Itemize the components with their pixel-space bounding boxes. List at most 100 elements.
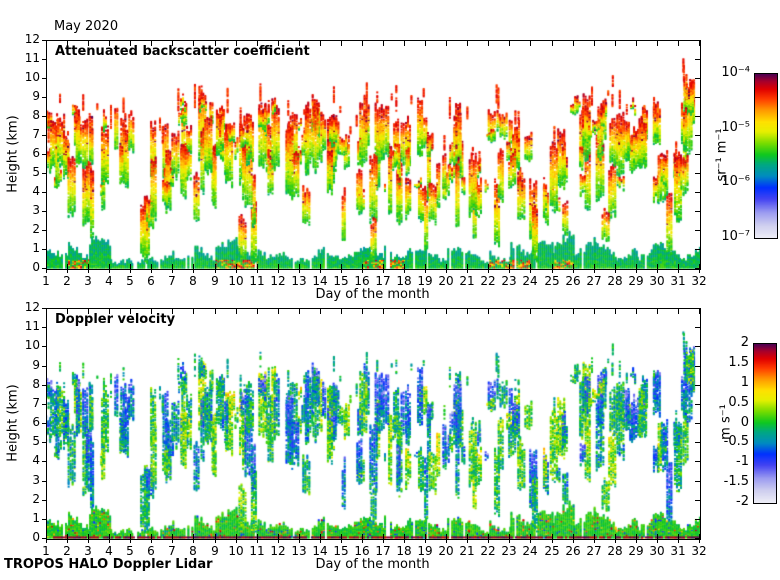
x-tick-label: 20 (438, 544, 454, 558)
tick-mark (46, 41, 47, 46)
tick-mark (446, 309, 447, 314)
tick-mark (130, 264, 131, 269)
tick-mark (42, 500, 46, 501)
tick-mark (383, 41, 384, 46)
tick-mark (425, 309, 426, 314)
tick-mark (594, 41, 595, 46)
tick-mark (341, 309, 342, 314)
tick-mark (695, 327, 700, 328)
tick-mark (109, 41, 110, 46)
backscatter-heatmap-canvas (47, 41, 700, 269)
tick-mark (446, 534, 447, 539)
tick-mark (636, 539, 637, 543)
x-tick-label: 18 (396, 274, 412, 288)
y-tick-label: 7 (32, 127, 40, 141)
tick-mark (657, 539, 658, 543)
y-tick-label: 5 (32, 165, 40, 179)
velocity-heatmap-canvas (47, 309, 700, 539)
tick-mark (552, 264, 553, 269)
tick-mark (615, 41, 616, 46)
tick-mark (42, 173, 46, 174)
tick-mark (172, 309, 173, 314)
tick-mark (130, 534, 131, 539)
tick-mark (678, 539, 679, 543)
x-tick-label: 4 (105, 274, 113, 288)
tick-mark (341, 269, 342, 273)
x-tick-label: 8 (189, 274, 197, 288)
x-tick-label: 11 (249, 544, 265, 558)
x-tick-label: 16 (354, 544, 370, 558)
tick-mark (552, 534, 553, 539)
tick-mark (278, 309, 279, 314)
tick-mark (42, 538, 46, 539)
tick-mark (299, 264, 300, 269)
tick-mark (257, 539, 258, 543)
tick-mark (573, 539, 574, 543)
tick-mark (236, 264, 237, 269)
x-tick-label: 4 (105, 544, 113, 558)
tick-mark (46, 539, 47, 543)
tick-mark (695, 423, 700, 424)
x-tick-label: 6 (147, 274, 155, 288)
tick-mark (88, 534, 89, 539)
x-tick-label: 13 (291, 544, 307, 558)
velocity-plot-area: Doppler velocity (46, 308, 701, 540)
tick-mark (42, 249, 46, 250)
tick-mark (193, 264, 194, 269)
x-tick-label: 24 (522, 544, 538, 558)
x-tick-label: 21 (459, 544, 475, 558)
velocity-colorbar-tick-label: -1.5 (723, 474, 749, 490)
tick-mark (695, 366, 700, 367)
tick-mark (615, 309, 616, 314)
tick-mark (383, 539, 384, 543)
backscatter-colorbar-tick-label: 10⁻⁷ (721, 229, 750, 244)
x-tick-label: 15 (333, 544, 349, 558)
tick-mark (67, 269, 68, 273)
x-tick-label: 25 (544, 544, 560, 558)
x-tick-label: 14 (312, 544, 328, 558)
tick-mark (695, 135, 700, 136)
tick-mark (67, 41, 68, 46)
x-tick-label: 19 (417, 274, 433, 288)
tick-mark (236, 269, 237, 273)
x-tick-label: 2 (63, 544, 71, 558)
tick-mark (320, 309, 321, 314)
tick-mark (488, 309, 489, 314)
x-tick-label: 22 (480, 274, 496, 288)
tick-mark (509, 264, 510, 269)
velocity-colorbar-tick-label: 1 (740, 374, 749, 390)
tick-mark (42, 327, 46, 328)
x-tick-label: 15 (333, 274, 349, 288)
instrument-credit: TROPOS HALO Doppler Lidar (4, 557, 213, 572)
tick-mark (151, 309, 152, 314)
tick-mark (488, 539, 489, 543)
x-tick-label: 16 (354, 274, 370, 288)
x-tick-label: 23 (501, 544, 517, 558)
tick-mark (425, 269, 426, 273)
tick-mark (695, 500, 700, 501)
velocity-colorbar-tick-label: 0 (740, 414, 749, 430)
y-tick-label: 7 (32, 396, 40, 410)
y-tick-label: 3 (32, 203, 40, 217)
y-tick-label: 6 (32, 146, 40, 160)
tick-mark (42, 366, 46, 367)
tick-mark (509, 269, 510, 273)
tick-mark (695, 404, 700, 405)
velocity-xlabel: Day of the month (315, 557, 430, 572)
tick-mark (594, 309, 595, 314)
tick-mark (467, 264, 468, 269)
tick-mark (467, 269, 468, 273)
x-tick-label: 5 (126, 274, 134, 288)
tick-mark (299, 539, 300, 543)
tick-mark (215, 41, 216, 46)
tick-mark (172, 264, 173, 269)
y-tick-label: 8 (32, 377, 40, 391)
tick-mark (320, 534, 321, 539)
tick-mark (42, 40, 46, 41)
tick-mark (193, 534, 194, 539)
x-tick-label: 21 (459, 274, 475, 288)
tick-mark (130, 539, 131, 543)
tick-mark (695, 78, 700, 79)
x-tick-label: 3 (84, 274, 92, 288)
tick-mark (362, 539, 363, 543)
